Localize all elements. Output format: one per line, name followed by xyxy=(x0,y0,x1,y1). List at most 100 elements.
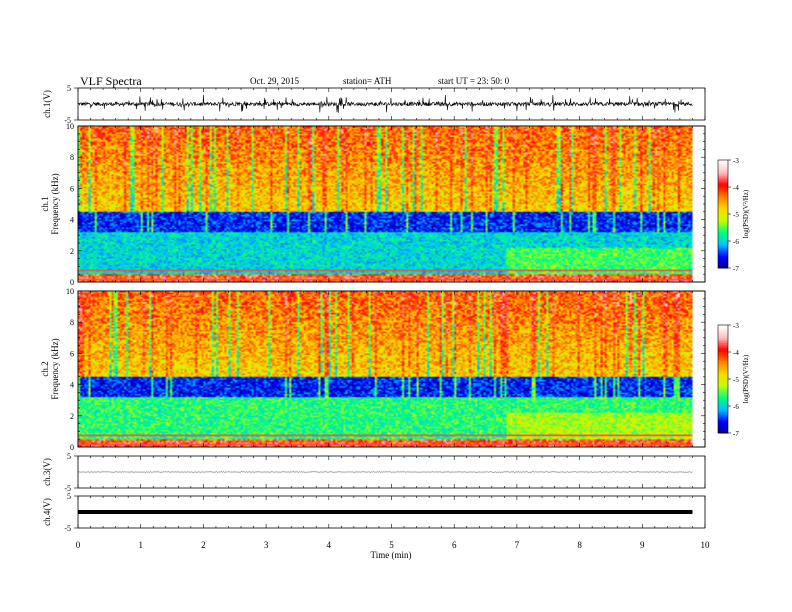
colorbar-segment xyxy=(718,341,728,344)
y-tick-label: -5 xyxy=(64,116,71,125)
colorbar-segment xyxy=(718,425,728,429)
colorbar-segment xyxy=(718,346,728,349)
colorbar-segment xyxy=(718,196,728,199)
colorbar-segment xyxy=(718,361,728,364)
colorbar-segment xyxy=(718,343,728,346)
colorbar-segment xyxy=(718,427,728,430)
colorbar-segment xyxy=(718,230,728,233)
colorbar-segment xyxy=(718,348,728,351)
colorbar-segment xyxy=(718,237,728,240)
colorbar-segment xyxy=(718,224,728,228)
colorbar-segment xyxy=(718,210,728,213)
start-time-label: start UT = 23: 50: 0 xyxy=(438,76,510,86)
colorbar-segment xyxy=(718,416,728,420)
colorbar-segment xyxy=(718,370,728,373)
colorbar-segment xyxy=(718,350,728,353)
station-label: station= ATH xyxy=(343,76,392,86)
colorbar-segment xyxy=(718,411,728,414)
ch1-channel-label: ch.1 xyxy=(40,196,50,211)
y-tick-label: 0 xyxy=(70,443,74,452)
colorbar-segment xyxy=(718,330,728,333)
colorbar-segment xyxy=(718,420,728,423)
y-tick-label: 6 xyxy=(70,184,74,193)
ch1-ylabel: ch.1(V) xyxy=(42,90,52,118)
y-tick-label: 8 xyxy=(70,153,74,162)
spectrogram-heatmap xyxy=(78,291,705,447)
colorbar-segment xyxy=(718,339,728,342)
colorbar-segment xyxy=(718,384,728,387)
colorbar-segment xyxy=(718,334,728,337)
colorbar-segment xyxy=(718,395,728,398)
colorbar-segment xyxy=(718,253,728,256)
colorbar-segment xyxy=(718,181,728,184)
colorbar-segment xyxy=(718,233,728,237)
colorbar-segment xyxy=(718,178,728,181)
colorbar-segment xyxy=(718,228,728,231)
colorbar-tick-label: -4 xyxy=(733,349,739,357)
colorbar-segment xyxy=(718,413,728,416)
colorbar-segment xyxy=(718,382,728,385)
colorbar-segment xyxy=(718,260,728,264)
colorbar-segment xyxy=(718,391,728,394)
colorbar-segment xyxy=(718,212,728,215)
colorbar-segment xyxy=(718,359,728,362)
y-tick-label: 2 xyxy=(70,247,74,256)
colorbar-segment xyxy=(718,357,728,360)
x-tick-label: 4 xyxy=(327,540,332,550)
colorbar-segment xyxy=(718,187,728,190)
colorbar-segment xyxy=(718,163,728,166)
colorbar-segment xyxy=(718,239,728,242)
colorbar-segment xyxy=(718,197,728,201)
colorbar-segment xyxy=(718,366,728,369)
colorbar-tick-label: -6 xyxy=(733,403,739,411)
colorbar-segment xyxy=(718,375,728,378)
colorbar-segment xyxy=(718,377,728,380)
colorbar-segment xyxy=(718,167,728,170)
x-tick-label: 10 xyxy=(701,540,711,550)
ch2-ylabel-group: ch.2 Frequency (kHz) xyxy=(40,338,60,399)
colorbar-segment xyxy=(718,352,728,355)
colorbar-label: log(PSD)(V²/Hz) xyxy=(742,189,750,238)
colorbar-segment xyxy=(718,344,728,348)
y-tick-label: 10 xyxy=(66,287,74,296)
y-tick-label: 10 xyxy=(66,122,74,131)
colorbar-segment xyxy=(718,386,728,389)
colorbar-tick-label: -6 xyxy=(733,238,739,246)
x-tick-label: 2 xyxy=(201,540,206,550)
colorbar-segment xyxy=(718,194,728,197)
colorbar-segment xyxy=(718,353,728,357)
waveform-trace xyxy=(77,471,693,473)
colorbar-segment xyxy=(718,380,728,384)
colorbar-segment xyxy=(718,332,728,335)
colorbar-segment xyxy=(718,176,728,179)
colorbar-segment xyxy=(718,364,728,367)
ch3-waveform-panel: 5 -5 ch.3(V) xyxy=(42,452,706,493)
colorbar-segment xyxy=(718,371,728,375)
colorbar-segment xyxy=(718,160,728,163)
colorbar-segment xyxy=(718,406,728,409)
colorbar-segment xyxy=(718,409,728,412)
colorbar-tick-label: -4 xyxy=(733,184,739,192)
colorbar-segment xyxy=(718,262,728,265)
colorbar-segment xyxy=(718,326,728,330)
y-tick-label: 4 xyxy=(70,381,74,390)
x-tick-label: 5 xyxy=(389,540,394,550)
colorbar-segment xyxy=(718,226,728,229)
x-tick-label: 6 xyxy=(452,540,457,550)
colorbar-segment xyxy=(718,179,728,183)
colorbar-segment xyxy=(718,404,728,407)
colorbar-segment xyxy=(718,183,728,186)
colorbar-segment xyxy=(718,219,728,222)
colorbar-segment xyxy=(718,248,728,251)
colorbar-segment xyxy=(718,257,728,260)
colorbar-segment xyxy=(718,418,728,421)
colorbar-segment xyxy=(718,424,728,427)
colorbar-segment xyxy=(718,208,728,211)
colorbar-tick-label: -7 xyxy=(733,265,739,273)
x-tick-label: 0 xyxy=(76,540,81,550)
colorbar-segment xyxy=(718,170,728,174)
waveform-trace xyxy=(78,510,693,514)
colorbar-segment xyxy=(718,264,728,267)
colorbar-segment xyxy=(718,337,728,340)
colorbar-segment xyxy=(718,206,728,210)
